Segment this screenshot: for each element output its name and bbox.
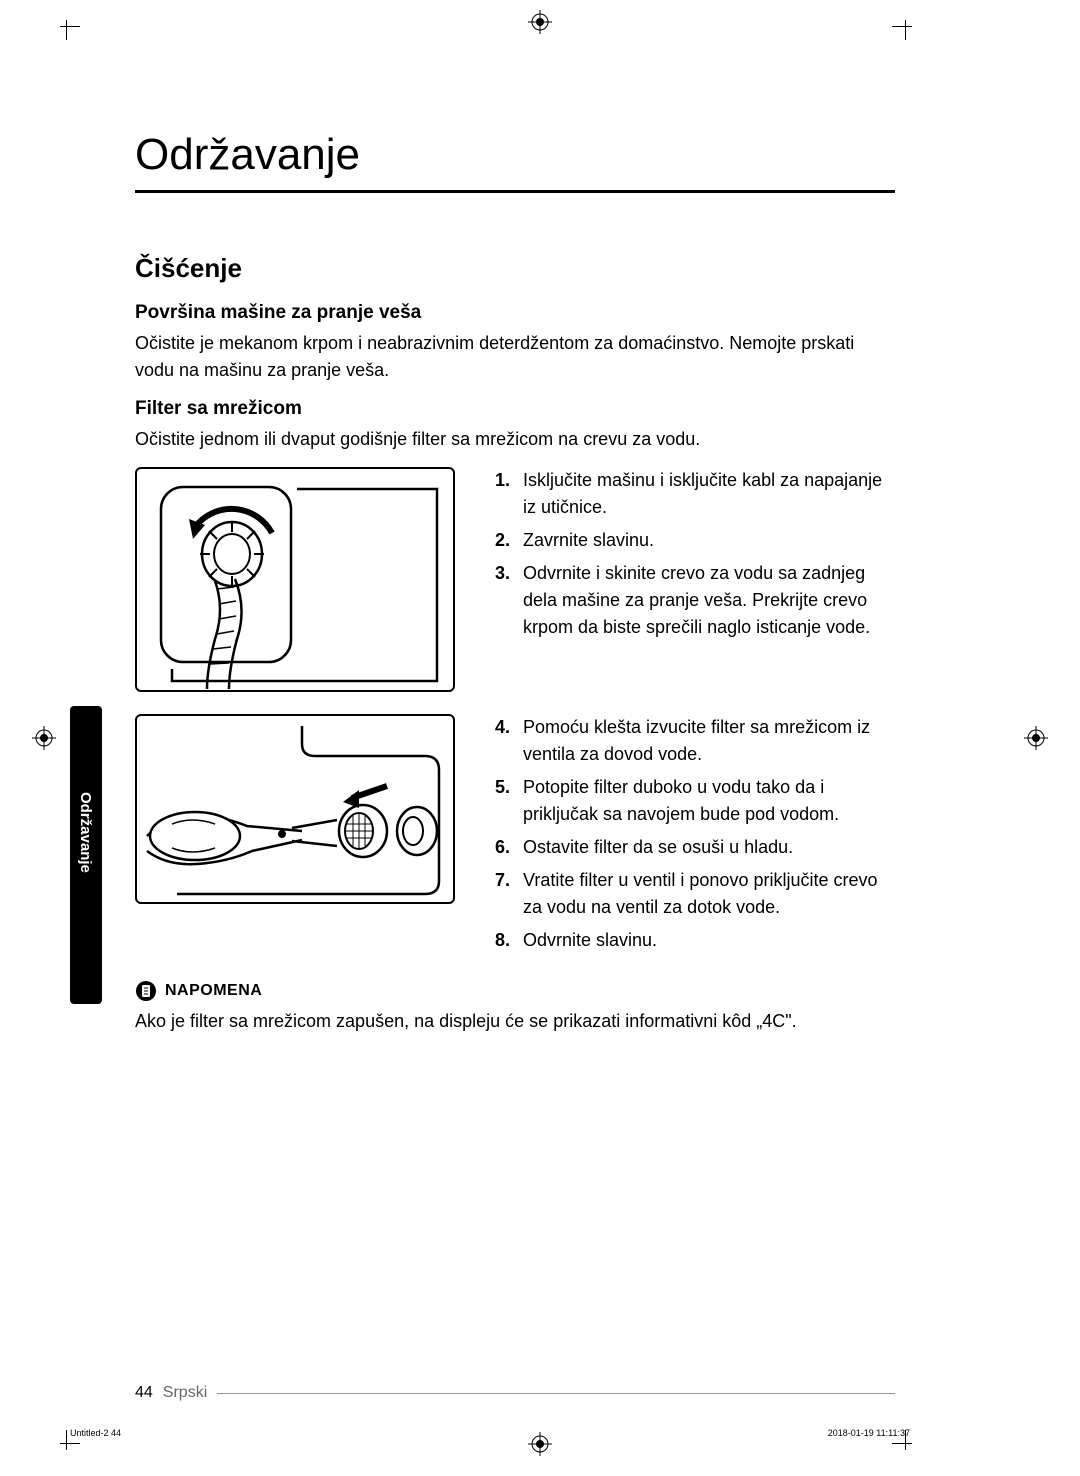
page-number: 44: [135, 1384, 153, 1402]
registration-mark-icon: [528, 1432, 552, 1456]
step-item: Vratite filter u ventil i ponovo priklju…: [495, 867, 895, 921]
crop-mark: [66, 20, 67, 40]
step-block-1: Isključite mašinu i isključite kabl za n…: [135, 467, 895, 692]
step-item: Isključite mašinu i isključite kabl za n…: [495, 467, 895, 521]
steps-list-2: Pomoću klešta izvucite filter sa mrežico…: [495, 714, 895, 960]
note-label: NAPOMENA: [165, 982, 262, 1000]
step-item: Pomoću klešta izvucite filter sa mrežico…: [495, 714, 895, 768]
illustration-hose-removal: [135, 467, 455, 692]
content-area: Održavanje Čišćenje Površina mašine za p…: [135, 130, 895, 1035]
registration-mark-icon: [528, 10, 552, 34]
note-text: Ako je filter sa mrežicom zapušen, na di…: [135, 1008, 895, 1035]
steps-list-1: Isključite mašinu i isključite kabl za n…: [495, 467, 895, 692]
crop-mark: [60, 26, 80, 27]
crop-mark: [892, 1443, 912, 1444]
print-info-right: 2018-01-19 11:11:37: [828, 1428, 910, 1438]
step-item: Ostavite filter da se osuši u hladu.: [495, 834, 895, 861]
subsection-heading: Površina mašine za pranje veša: [135, 302, 895, 324]
step-item: Odvrnite i skinite crevo za vodu sa zadn…: [495, 560, 895, 641]
section-heading: Čišćenje: [135, 253, 895, 284]
registration-mark-icon: [32, 726, 56, 750]
language-label: Srpski: [163, 1384, 207, 1402]
step-item: Potopite filter duboko u vodu tako da i …: [495, 774, 895, 828]
note-icon: [135, 980, 157, 1002]
crop-mark: [905, 20, 906, 40]
step-block-2: Pomoću klešta izvucite filter sa mrežico…: [135, 714, 895, 960]
print-info-left: Untitled-2 44: [70, 1428, 121, 1438]
crop-mark: [66, 1430, 67, 1450]
illustration-filter-removal: [135, 714, 455, 904]
page: Održavanje Održavanje Čišćenje Površina …: [0, 0, 1080, 1476]
step-item: Zavrnite slavinu.: [495, 527, 895, 554]
registration-mark-icon: [1024, 726, 1048, 750]
page-title: Održavanje: [135, 130, 895, 193]
paragraph: Očistite je mekanom krpom i neabrazivnim…: [135, 330, 895, 384]
page-footer: 44 Srpski: [135, 1384, 895, 1402]
section-tab-label: Održavanje: [77, 792, 94, 873]
section-tab: Održavanje: [70, 706, 102, 1004]
note-header: NAPOMENA: [135, 980, 895, 1002]
footer-rule: [217, 1393, 895, 1394]
step-item: Odvrnite slavinu.: [495, 927, 895, 954]
crop-mark: [892, 26, 912, 27]
subsection-heading: Filter sa mrežicom: [135, 398, 895, 420]
crop-mark: [60, 1443, 80, 1444]
paragraph: Očistite jednom ili dvaput godišnje filt…: [135, 426, 895, 453]
